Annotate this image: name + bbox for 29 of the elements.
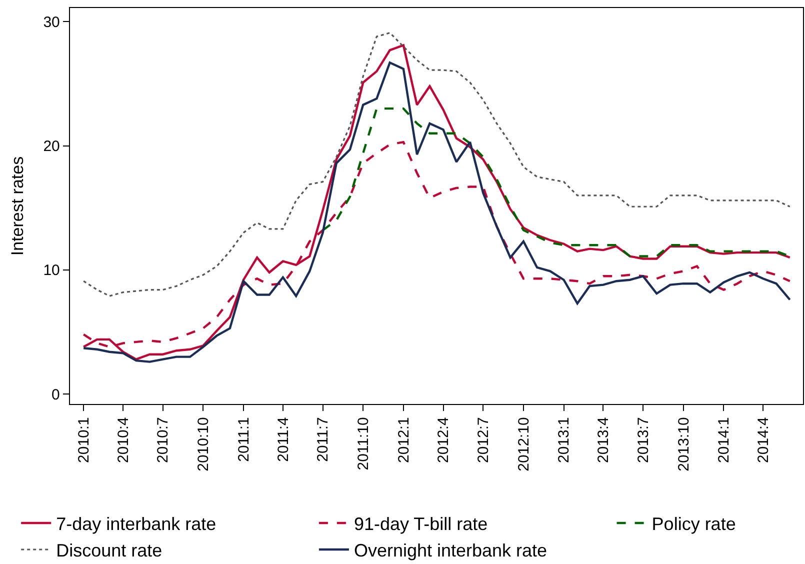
x-tick-label: 2012:7 (475, 417, 492, 463)
line-series (82, 32, 791, 297)
y-tick-label: 0 (52, 386, 60, 404)
legend-label: 7-day interbank rate (56, 514, 216, 534)
x-tick-label: 2013:10 (675, 417, 692, 472)
x-tick-label: 2012:1 (395, 417, 412, 463)
x-tick-label: 2011:7 (314, 417, 332, 462)
y-tick-label: 30 (43, 14, 60, 31)
x-tick-label: 2011:10 (354, 417, 372, 470)
x-tick-label: 2014:4 (755, 417, 772, 463)
x-tick-label: 2010:4 (114, 417, 132, 463)
y-axis-title: Interest rates (8, 156, 27, 256)
legend-label: Overnight interbank rate (354, 540, 548, 561)
x-tick-label: 2012:10 (515, 417, 532, 472)
x-tick-label: 2011:4 (274, 417, 292, 462)
x-tick-label: 2013:4 (595, 417, 612, 463)
x-tick-label: 2014:1 (716, 417, 733, 463)
y-tick-label: 20 (43, 138, 60, 156)
y-tick-label: 10 (43, 262, 60, 280)
x-tick-label: 2013:1 (556, 417, 573, 463)
x-tick-label: 2013:7 (634, 417, 652, 463)
x-tick-label: 2012:4 (435, 417, 452, 463)
x-tick-label: 2010:10 (195, 417, 212, 472)
x-tick-label: 2011:1 (235, 417, 252, 462)
x-tick-label: 2010:7 (154, 417, 172, 463)
legend-label: Policy rate (652, 514, 736, 534)
legend-label: Discount rate (56, 540, 162, 561)
legend-label: 91-day T-bill rate (354, 514, 488, 534)
x-tick-label: 2010:1 (75, 417, 92, 463)
